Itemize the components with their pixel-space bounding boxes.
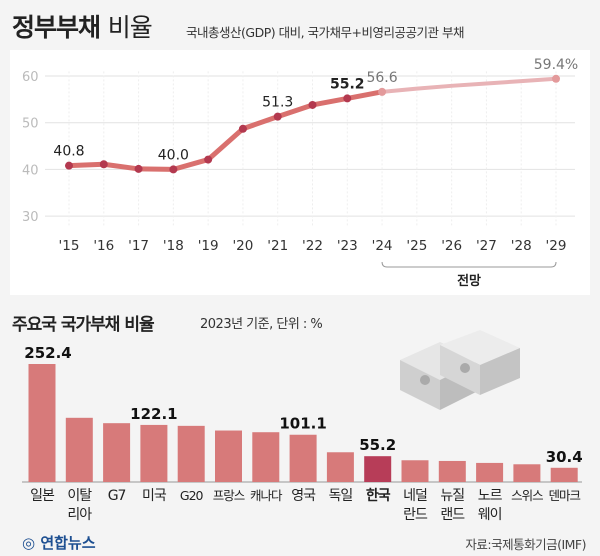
data-point [273,112,282,121]
bar [103,423,131,482]
x-tick-label: '16 [93,238,114,254]
data-label: 51.3 [262,95,293,111]
bar [140,424,168,482]
bar [215,430,242,482]
data-label: 59.4% [534,57,578,73]
x-tick-label: '24 [372,238,393,254]
category-label: 독일 [329,488,353,504]
category-label: 영국 [291,488,316,504]
bar [252,432,280,482]
bar [289,434,317,482]
category-label: 네덜 [403,488,427,504]
category-label: 랜드 [440,507,465,523]
bar-value-label: 101.1 [279,415,326,433]
actual-line [68,89,383,172]
bar [364,456,392,482]
bar-value-label: 252.4 [24,344,71,362]
y-tick-label: 40 [22,163,39,178]
money-stack-illustration [400,330,520,410]
x-tick-label: '22 [302,238,323,254]
bar-value-label: 55.2 [359,436,396,454]
page-subtitle: 국내총생산(GDP) 대비, 국가채무+비영리공공기관 부채 [186,25,464,40]
bar-value-label: 30.4 [546,448,583,466]
category-label: 캐나다 [250,488,283,503]
bar [438,460,466,482]
data-point [204,155,213,164]
category-label: 프랑스 [213,488,245,503]
data-point [169,165,178,174]
x-tick-label: '26 [441,238,462,254]
yonhap-logo: ◎ 연합뉴스 [22,534,96,552]
y-tick-label: 30 [22,210,39,225]
data-point [343,94,352,103]
x-tick-label: '17 [128,238,149,254]
bar [476,462,504,482]
data-point [65,161,73,170]
category-label: G20 [180,488,204,503]
data-point [552,74,560,83]
category-label: 이탈 [67,488,92,504]
category-label: 스위스 [511,488,543,503]
projection-line [380,76,558,94]
x-tick-label: '15 [59,238,80,254]
bar [401,460,429,482]
x-tick-label: '23 [337,238,358,254]
data-label: 56.6 [366,70,397,86]
category-label: 일본 [30,488,55,504]
title-light: 비율 [107,13,153,42]
category-label: G7 [108,488,126,504]
x-tick-label: '21 [267,238,288,254]
page-title: 정부부채 비율 [12,8,153,44]
y-tick-label: 50 [22,117,39,132]
source-note: 자료:국제통화기금(IMF) [465,537,586,552]
title-bold: 정부부채 [12,13,101,42]
x-tick-label: '19 [198,238,219,254]
x-tick-label: '29 [546,238,567,254]
category-label: 미국 [142,488,167,504]
bar-chart-title: 주요국 국가부채 비율 [12,315,155,335]
category-label: 란드 [403,507,428,523]
category-label: 노르 [478,488,503,504]
category-label: 뉴질 [440,488,464,504]
bar [177,425,205,482]
logo-text: 연합뉴스 [40,534,96,552]
bar [28,364,56,482]
x-tick-label: '18 [163,238,184,254]
bar [550,467,578,482]
bar-value-label: 122.1 [130,405,177,423]
category-label: 웨이 [478,507,502,523]
x-tick-label: '25 [406,238,427,254]
data-label: 40.8 [53,144,84,160]
y-tick-label: 60 [22,70,39,85]
data-point [134,164,143,173]
data-point [99,160,108,169]
projection-bracket [381,261,557,268]
x-tick-label: '28 [511,238,532,254]
category-label: 덴마크 [548,488,580,503]
line-chart: 30 40 50 60 '15 '16 '17 '18 '19 '20 '21 '22 '23 '24 '2… [22,57,578,289]
data-point [308,100,317,109]
data-point [238,124,247,133]
projection-label: 전망 [457,273,481,289]
bar-chart-subtitle: 2023년 기준, 단위 : % [200,317,323,332]
x-tick-label: '27 [476,238,497,254]
bar [513,464,541,482]
x-tick-label: '20 [232,238,253,254]
bar [65,417,93,482]
bar [326,452,354,482]
category-label: 한국 [366,488,391,504]
data-label: 40.0 [158,147,189,163]
data-point [378,87,387,96]
data-label: 55.2 [330,76,365,92]
line-chart-panel [10,50,590,295]
category-label: 리아 [67,507,92,523]
